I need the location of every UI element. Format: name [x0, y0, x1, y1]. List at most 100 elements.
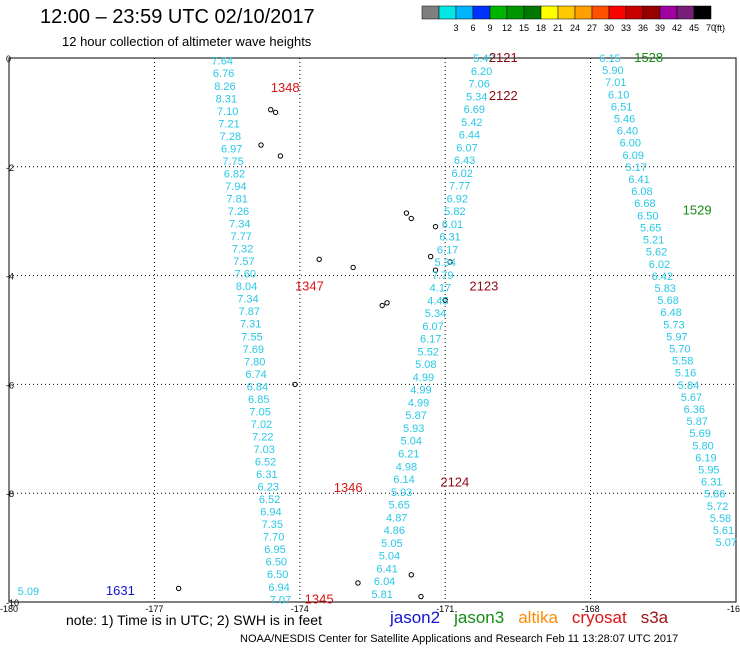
swh-value-label: 6.50 [266, 557, 287, 569]
swh-value-label: 7.69 [243, 344, 264, 356]
swh-value-label: 5.46 [614, 114, 635, 126]
island-outline [379, 302, 385, 309]
swh-value-label: 5.16 [675, 368, 696, 380]
color-scale-label: 15 [519, 23, 529, 33]
swh-value-label: 6.23 [258, 482, 279, 494]
pass-time-label: 1348 [271, 80, 300, 95]
color-scale-bin [676, 5, 695, 20]
swh-value-label: 5.34 [434, 257, 455, 269]
swh-value-label: 6.02 [649, 259, 670, 271]
swh-value-label: 7.02 [251, 419, 272, 431]
color-scale-label: 70 [706, 23, 716, 33]
island-outline [355, 580, 361, 586]
swh-value-label: 6.41 [628, 174, 649, 186]
plot-frame [8, 57, 737, 603]
color-scale-bin [438, 5, 457, 20]
pass-time-label: 1346 [334, 480, 363, 495]
swh-value-label: 5.87 [687, 416, 708, 428]
island-outline [432, 267, 439, 273]
swh-value-label: 6.31 [256, 469, 277, 481]
island-outline [408, 215, 414, 222]
swh-value-label: 8.31 [216, 93, 237, 105]
swh-value-label: 6.07 [456, 142, 477, 154]
swh-value-label: 7.21 [218, 118, 239, 130]
color-scale-label: 39 [655, 23, 665, 33]
swh-value-label: 7.77 [230, 231, 251, 243]
swh-value-label: 6.94 [260, 507, 281, 519]
swh-value-label: 6.19 [695, 452, 716, 464]
color-scale-bin [693, 5, 712, 20]
y-tick-label: -2 [6, 163, 14, 173]
map-title: 12:00 – 23:59 UTC 02/10/2017 [40, 6, 315, 28]
swh-value-label: 5.07 [716, 537, 737, 549]
legend-jason2: jason2 [390, 608, 441, 627]
swh-value-label: 5.95 [698, 465, 719, 477]
island-outline [408, 572, 414, 578]
swh-value-label: 6.10 [608, 89, 629, 101]
swh-value-label: 7.77 [449, 181, 470, 193]
legend-jason3: jason3 [454, 608, 505, 627]
swh-value-label: 6.97 [221, 143, 242, 155]
swh-value-label: 5.58 [672, 356, 693, 368]
island-outline [427, 253, 434, 260]
pass-time-label: 2121 [489, 50, 518, 65]
island-outline [403, 210, 410, 216]
color-scale-label: 33 [621, 23, 631, 33]
swh-value-label: 6.02 [451, 168, 472, 180]
swh-value-label: 6.31 [701, 477, 722, 489]
swh-value-label: 8.04 [236, 281, 257, 293]
swh-value-label: 7.87 [239, 306, 260, 318]
color-scale-label: 6 [470, 23, 475, 33]
swh-value-label: 6.50 [637, 210, 658, 222]
swh-value-label: 5.05 [381, 538, 402, 550]
swh-value-label: 7.70 [263, 532, 284, 544]
swh-value-label: 6.07 [422, 321, 443, 333]
swh-value-label: 7.81 [226, 193, 247, 205]
swh-value-label: 7.60 [235, 269, 256, 281]
swh-value-label: 5.68 [657, 295, 678, 307]
swh-value-label: 5.34 [425, 308, 446, 320]
swh-value-label: 5.62 [646, 247, 667, 259]
swh-value-label: 7.10 [217, 106, 238, 118]
swh-value-label: 6.50 [267, 569, 288, 581]
swh-value-label: 7.26 [228, 206, 249, 218]
color-scale-bin [659, 5, 678, 20]
x-tick-label: -168 [582, 604, 600, 614]
color-scale-label: 9 [487, 23, 492, 33]
color-scale-label: 3 [453, 23, 458, 33]
pass-time-label: 1347 [295, 278, 324, 293]
footnote: note: 1) Time is in UTC; 2) SWH is in fe… [66, 612, 322, 628]
swh-value-label: 5.58 [710, 513, 731, 525]
swh-value-label: 6.31 [439, 232, 460, 244]
island-outline [384, 300, 390, 306]
color-scale-label: 27 [587, 23, 597, 33]
island-outline [277, 153, 284, 159]
swh-value-label: 6.92 [447, 193, 468, 205]
swh-value-label: 6.84 [247, 381, 268, 393]
island-outline [272, 109, 279, 116]
pass-time-label: 1528 [634, 50, 663, 65]
swh-value-label: 7.35 [262, 519, 283, 531]
swh-value-label: 5.04 [379, 551, 400, 563]
swh-value-label: 7.57 [233, 256, 254, 268]
swh-value-label: 6.43 [454, 155, 475, 167]
color-scale-bin [489, 5, 508, 20]
color-scale-bin [625, 5, 644, 20]
swh-value-label: 7.34 [237, 294, 258, 306]
swh-value-label: 5.93 [391, 487, 412, 499]
swh-value-label: 7.07 [270, 594, 291, 606]
swh-value-label: 6.09 [623, 150, 644, 162]
swh-value-label: 4.45 [427, 295, 448, 307]
swh-value-label: 6.41 [376, 563, 397, 575]
swh-value-label: 6.52 [259, 494, 280, 506]
swh-value-label: 6.40 [617, 126, 638, 138]
x-tick-label: -171 [436, 604, 454, 614]
swh-value-label: 6.15 [599, 53, 620, 65]
island-outline [292, 381, 298, 388]
pass-time-label: 2122 [489, 88, 518, 103]
credit-line: NOAA/NESDIS Center for Satellite Applica… [240, 633, 679, 645]
map-subtitle: 12 hour collection of altimeter wave hei… [62, 34, 312, 49]
island-outline [350, 264, 356, 271]
swh-value-label: 5.90 [602, 65, 623, 77]
